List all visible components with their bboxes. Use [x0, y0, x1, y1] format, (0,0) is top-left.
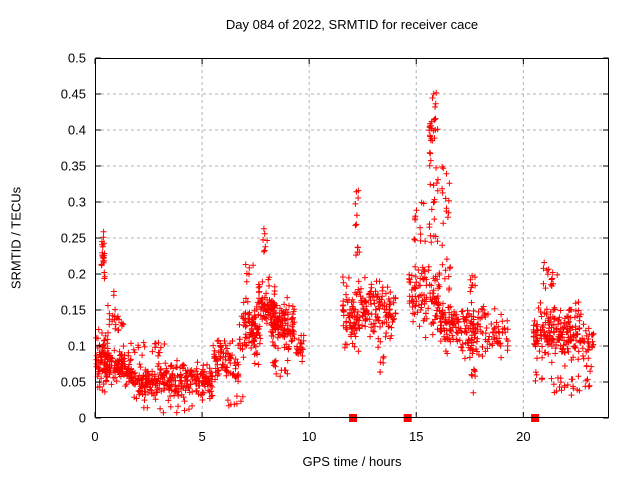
y-tick-label: 0.05 — [60, 374, 86, 390]
y-axis-label: SRMTID / TECUs — [8, 186, 24, 290]
x-tick-label: 15 — [409, 429, 424, 444]
y-tick-label: 0.1 — [67, 338, 86, 354]
x-axis-label: GPS time / hours — [302, 454, 402, 469]
x-tick-label: 5 — [198, 429, 206, 444]
chart-title: Day 084 of 2022, SRMTID for receiver cac… — [225, 17, 479, 32]
x-tick-label: 10 — [301, 429, 317, 444]
x-tick-label: 20 — [516, 429, 531, 444]
y-tick-label: 0.4 — [67, 122, 86, 138]
y-tick-label: 0.3 — [67, 194, 86, 210]
y-tick-label: 0.5 — [67, 50, 86, 66]
y-tick-label: 0.45 — [60, 86, 86, 102]
y-tick-label: 0.2 — [67, 266, 86, 282]
y-tick-label: 0.25 — [60, 230, 86, 246]
plot-area — [93, 57, 609, 422]
y-tick-label: 0 — [78, 410, 86, 426]
data-points — [93, 89, 597, 416]
y-tick-label: 0.15 — [60, 302, 86, 318]
y-tick-label: 0.35 — [60, 158, 86, 174]
x-tick-label: 0 — [91, 429, 99, 444]
